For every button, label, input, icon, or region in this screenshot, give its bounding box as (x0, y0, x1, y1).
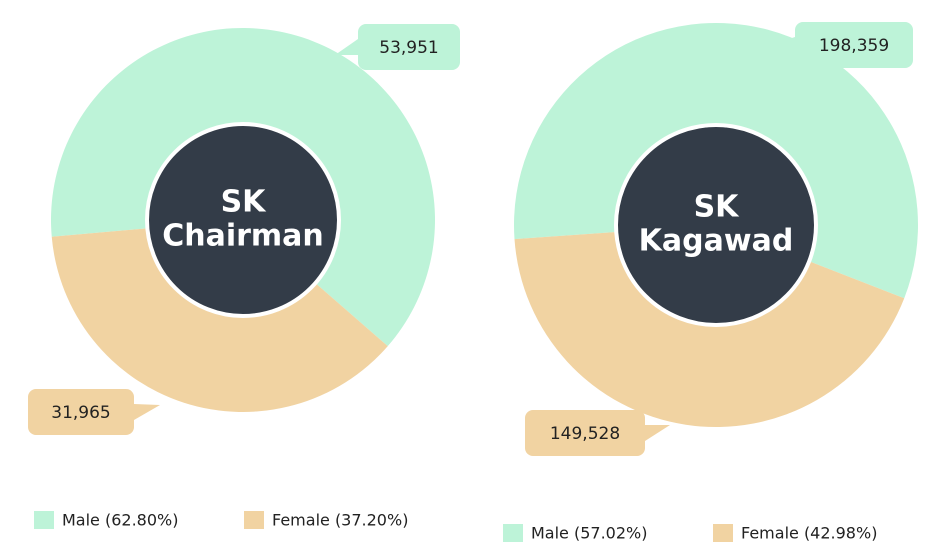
value-label: 198,359 (819, 36, 889, 56)
legend-swatch (503, 524, 523, 542)
donut-hole (614, 123, 818, 327)
value-label: 53,951 (379, 38, 438, 58)
value-label-box (795, 22, 913, 68)
value-label-box (525, 410, 645, 456)
legend-label: Female (42.98%) (741, 524, 877, 543)
center-label: Kagawad (639, 224, 794, 259)
donut-hole (145, 122, 341, 318)
value-label: 149,528 (550, 424, 620, 444)
center-label: SK (221, 185, 268, 220)
legend-swatch (34, 511, 54, 529)
callout-tail (770, 37, 795, 53)
legend-label: Female (37.20%) (272, 511, 408, 530)
legend-label: Male (62.80%) (62, 511, 178, 530)
legend-swatch (244, 511, 264, 529)
legend-label: Male (57.02%) (531, 524, 647, 543)
center-label: Chairman (162, 219, 324, 254)
value-label-box (28, 389, 134, 435)
callout-tail (335, 39, 358, 55)
callout-tail (134, 404, 160, 420)
center-label: SK (694, 190, 741, 225)
legend-swatch (713, 524, 733, 542)
value-label: 31,965 (51, 403, 110, 423)
callout-tail (645, 425, 670, 441)
value-label-box (358, 24, 460, 70)
pie-slice (51, 220, 388, 412)
